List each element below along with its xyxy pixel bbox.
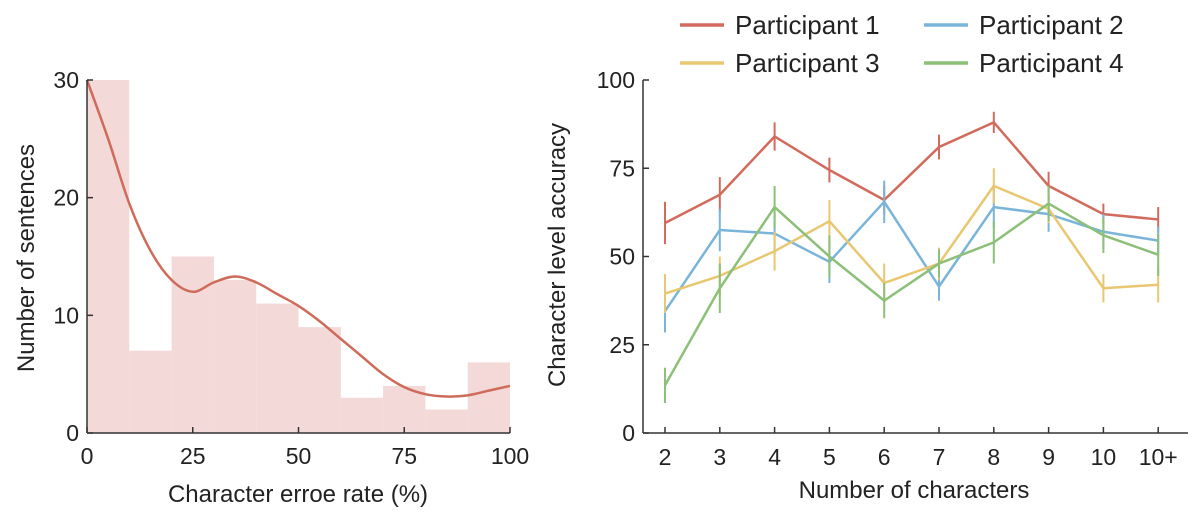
histogram-x-axis-label: Character erroe rate (%) [168, 481, 428, 508]
accuracy-x-tick-label: 5 [823, 444, 836, 470]
histogram-y-axis-label: Number of sentences [13, 144, 40, 372]
histogram-bar-6 [340, 397, 384, 433]
histogram-y-tick-label: 20 [53, 185, 79, 211]
accuracy-x-tick-label: 8 [987, 444, 1000, 470]
histogram-bar-8 [425, 409, 468, 433]
accuracy-x-tick-label: 3 [713, 444, 726, 470]
histogram-x-tick-label: 0 [81, 443, 94, 469]
histogram-chart: 0 25 50 75 100 0 10 20 30 Character erroe rate (… [13, 67, 529, 508]
legend-label: Participant 1 [735, 10, 880, 40]
series-4 [663, 185, 1160, 403]
accuracy-x-tick-label: 2 [659, 444, 672, 470]
accuracy-x-tick-label: 9 [1042, 444, 1055, 470]
histogram-x-tick-label: 50 [286, 443, 312, 469]
histogram-bars [87, 80, 510, 433]
histogram-y-tick-label: 30 [53, 67, 79, 93]
histogram-bar-1 [129, 350, 172, 433]
accuracy-x-tick-label: 7 [933, 444, 946, 470]
legend: Participant 1 Participant 2 Participant 3 P… [680, 10, 1124, 78]
histogram-x-tick-label: 25 [180, 443, 206, 469]
accuracy-x-tick-label: 10 [1091, 444, 1117, 470]
series-line [663, 200, 1159, 312]
histogram-bar-2 [171, 256, 214, 433]
histogram-x-tick-label: 75 [391, 443, 417, 469]
accuracy-x-tick-label: 10+ [1139, 444, 1178, 470]
accuracy-y-tick-label: 0 [622, 420, 635, 446]
histogram-bar-5 [298, 327, 341, 433]
series-line [664, 184, 1159, 295]
legend-item-participant-3: Participant 3 [680, 48, 880, 78]
accuracy-y-tick-label: 100 [597, 67, 635, 93]
accuracy-ticks: 2 3 4 5 6 7 8 9 10 10+ 0 25 50 75 100 [597, 67, 1178, 470]
legend-item-participant-4: Participant 4 [924, 48, 1124, 78]
series-line [663, 202, 1159, 386]
legend-label: Participant 4 [979, 48, 1124, 78]
histogram-bar-9 [467, 362, 510, 433]
series-3 [664, 168, 1160, 313]
accuracy-x-axis-label: Number of characters [799, 477, 1030, 504]
histogram-y-tick-label: 10 [53, 302, 79, 328]
histogram-bar-3 [213, 280, 257, 433]
histogram-bar-7 [383, 385, 426, 433]
accuracy-y-tick-label: 25 [609, 332, 635, 358]
histogram-y-tick-label: 0 [66, 420, 79, 446]
density-curve [85, 79, 511, 398]
histogram-x-tick-label: 100 [491, 443, 529, 469]
series-line [664, 121, 1159, 225]
accuracy-y-axis-label: Character level accuracy [544, 123, 571, 387]
accuracy-y-tick-label: 50 [609, 244, 635, 270]
histogram-bar-4 [256, 303, 299, 433]
accuracy-x-tick-label: 4 [768, 444, 781, 470]
histogram-bar-0 [87, 80, 130, 433]
accuracy-x-tick-label: 6 [878, 444, 891, 470]
legend-item-participant-1: Participant 1 [680, 10, 880, 40]
legend-label: Participant 2 [979, 10, 1124, 40]
accuracy-series [663, 111, 1160, 403]
legend-item-participant-2: Participant 2 [924, 10, 1124, 40]
accuracy-y-tick-label: 75 [609, 155, 635, 181]
legend-label: Participant 3 [735, 48, 880, 78]
histogram-ticks: 0 25 50 75 100 0 10 20 30 [53, 67, 529, 469]
